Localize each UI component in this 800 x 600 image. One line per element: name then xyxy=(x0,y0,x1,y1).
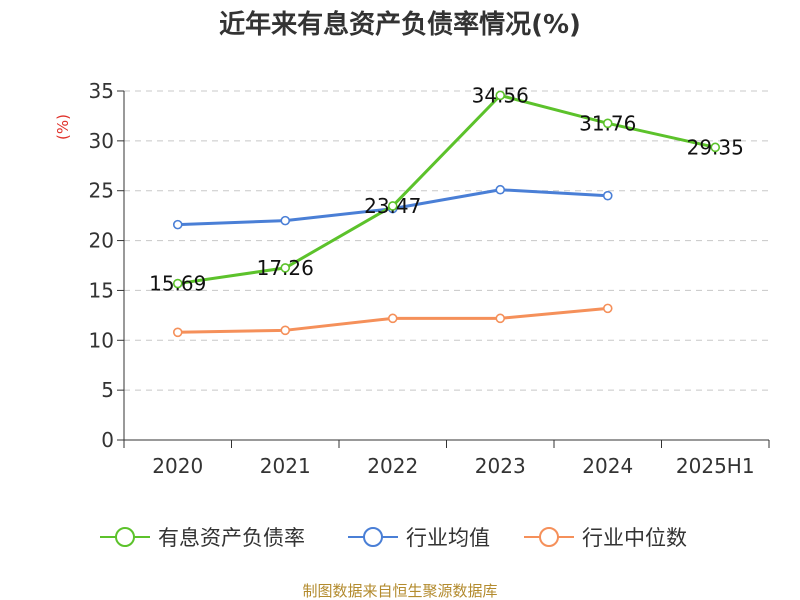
y-tick-labels: 0 5 10 15 20 25 30 35 xyxy=(89,79,114,452)
legend-item: 有息资产负债率 xyxy=(100,526,305,550)
series-group xyxy=(172,90,721,338)
data-point xyxy=(495,90,506,101)
y-tick-label: 30 xyxy=(89,129,114,153)
legend-marker xyxy=(115,527,135,547)
data-label: 17.26 xyxy=(257,256,314,280)
y-tick-label: 0 xyxy=(101,428,114,452)
data-point xyxy=(280,325,291,336)
data-point xyxy=(710,142,721,153)
y-axis-label: (%) xyxy=(54,114,72,140)
legend-label: 行业中位数 xyxy=(582,526,687,550)
data-label: 23.47 xyxy=(364,194,421,218)
legend-label: 行业均值 xyxy=(406,526,490,550)
data-point xyxy=(495,184,506,195)
legend-item: 行业中位数 xyxy=(524,526,687,550)
y-tick-label: 25 xyxy=(89,179,114,203)
data-point xyxy=(602,303,613,314)
chart-title: 近年来有息资产负债率情况(%) xyxy=(219,9,581,40)
data-point xyxy=(172,219,183,230)
legend-item: 行业均值 xyxy=(348,526,490,550)
data-point xyxy=(172,278,183,289)
legend-marker xyxy=(363,527,383,547)
legend: 有息资产负债率 行业均值 行业中位数 xyxy=(100,526,687,550)
data-point xyxy=(602,118,613,129)
x-tick-label: 2020 xyxy=(152,454,203,478)
data-point xyxy=(280,263,291,273)
x-tick-labels: 2020 2021 2022 2023 2024 2025H1 xyxy=(152,454,754,478)
series-line-0 xyxy=(177,93,716,286)
x-tick-label: 2022 xyxy=(367,454,418,478)
data-point xyxy=(602,190,613,201)
y-tick-label: 20 xyxy=(89,229,114,253)
legend-marker xyxy=(539,527,559,547)
data-point xyxy=(495,313,506,324)
source-note: 制图数据来自恒生聚源数据库 xyxy=(302,582,497,600)
legend-label: 有息资产负债率 xyxy=(158,526,305,550)
data-label: 34.56 xyxy=(472,83,529,107)
x-tick-label: 2023 xyxy=(475,454,526,478)
y-tick-label: 35 xyxy=(89,79,114,103)
x-tick-label: 2025H1 xyxy=(676,454,755,478)
x-tick-label: 2021 xyxy=(260,454,311,478)
data-point xyxy=(387,313,398,324)
data-label: 15.69 xyxy=(149,272,206,296)
data-labels: 15.69 17.26 23.47 34.56 31.76 29.35 xyxy=(149,83,744,295)
data-label: 29.35 xyxy=(687,135,744,159)
y-tick-label: 15 xyxy=(89,278,114,302)
data-label: 31.76 xyxy=(579,111,636,135)
y-tick-label: 5 xyxy=(101,378,114,402)
y-tick-label: 10 xyxy=(89,328,114,352)
data-point xyxy=(172,327,183,338)
grid-lines xyxy=(124,90,769,391)
data-point xyxy=(280,215,291,226)
x-tick-label: 2024 xyxy=(582,454,633,478)
axes xyxy=(117,90,770,448)
data-point xyxy=(387,201,398,211)
